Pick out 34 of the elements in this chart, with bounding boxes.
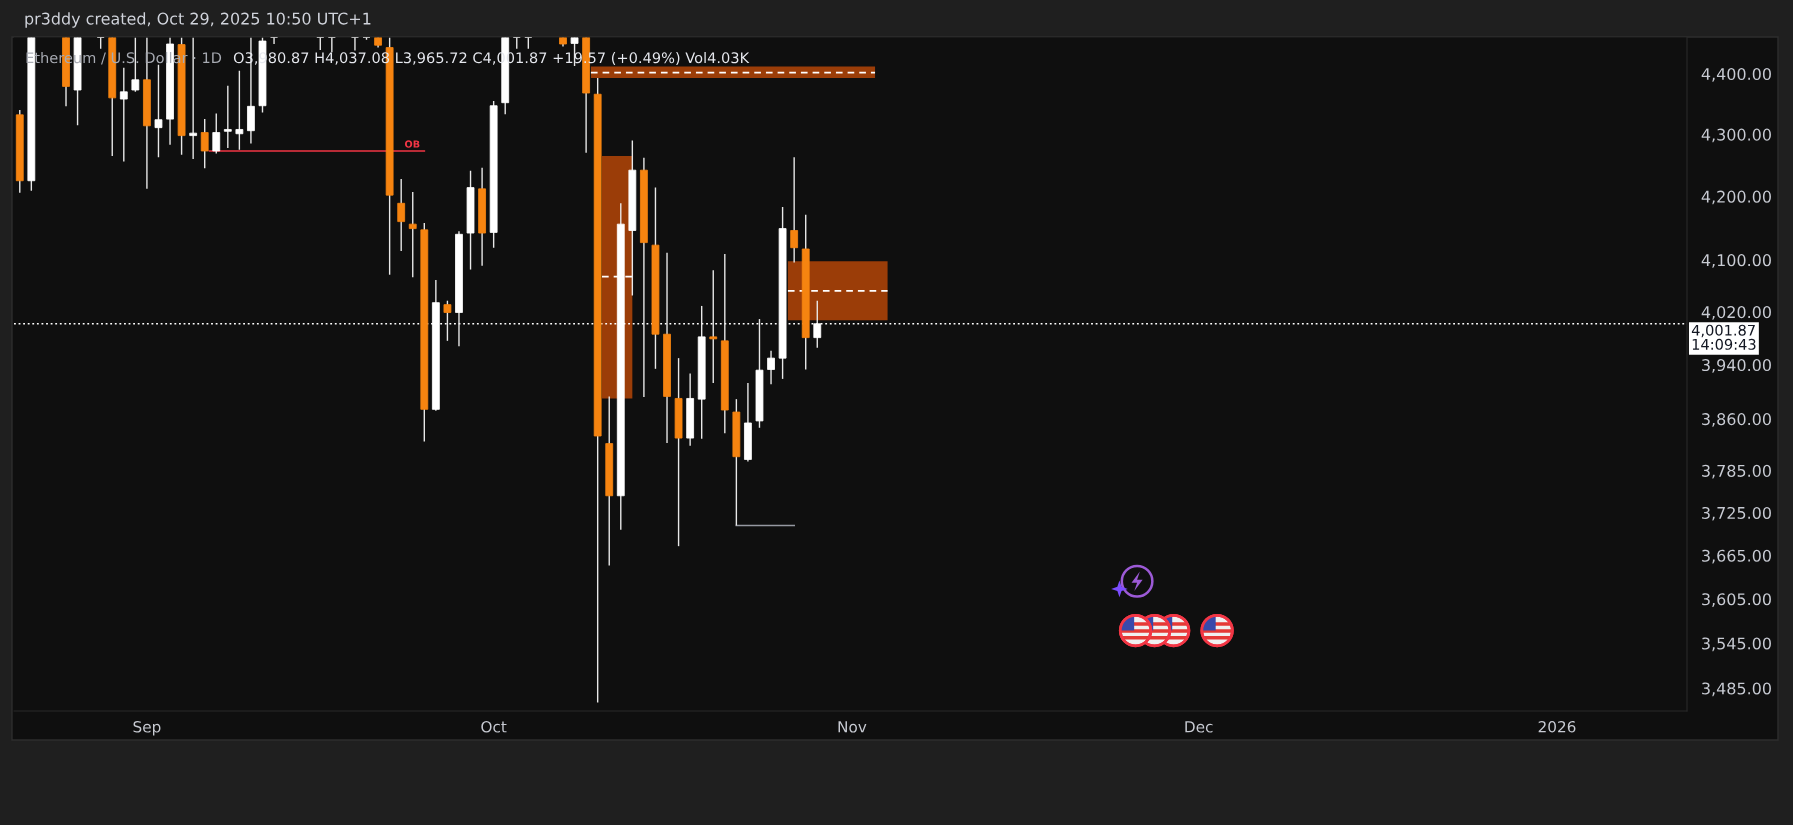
candlestick [189,37,198,160]
candlestick [790,156,799,264]
series-label: OB [404,140,420,148]
candlestick [709,269,718,384]
candlestick [200,118,209,169]
x-tick-label: Nov [838,721,867,733]
y-tick-label: 4,100.00 [1701,254,1771,268]
y-tick-label: 4,300.00 [1701,128,1771,143]
candlestick [443,300,452,342]
candlestick [408,191,417,279]
ref-line-label: 4,001.87 14:09:43 [1691,324,1756,350]
y-tick-label: 3,725.00 [1702,506,1771,521]
candlestick [397,178,406,252]
y-tick-label: 3,485.00 [1702,682,1771,697]
y-tick-label: 4,200.00 [1701,190,1771,205]
y-tick-label: 3,605.00 [1702,593,1771,607]
y-tick-label: 3,785.00 [1702,464,1771,479]
text: pr3ddy created, Oct 29, 2025 10:50 UTC+1 [25,12,371,28]
candlestick [223,85,232,149]
candlestick [154,64,163,158]
x-tick-label: Dec [1185,721,1213,733]
candlestick [119,67,128,163]
x-tick-label: Oct [481,720,507,733]
candlestick [235,70,244,151]
candlestick [212,112,221,155]
y-tick-label: 3,860.00 [1702,413,1771,427]
y-tick-label: 3,545.00 [1702,637,1771,652]
x-tick-label: Sep [133,720,161,736]
candlestick [767,350,775,385]
x-tick-label: 2026 [1538,720,1576,733]
y-tick-label: 3,940.00 [1702,359,1771,373]
y-tick-label: 4,020.00 [1701,306,1771,320]
y-tick-label: 4,400.00 [1701,68,1771,82]
y-tick-label: 3,665.00 [1702,549,1771,564]
